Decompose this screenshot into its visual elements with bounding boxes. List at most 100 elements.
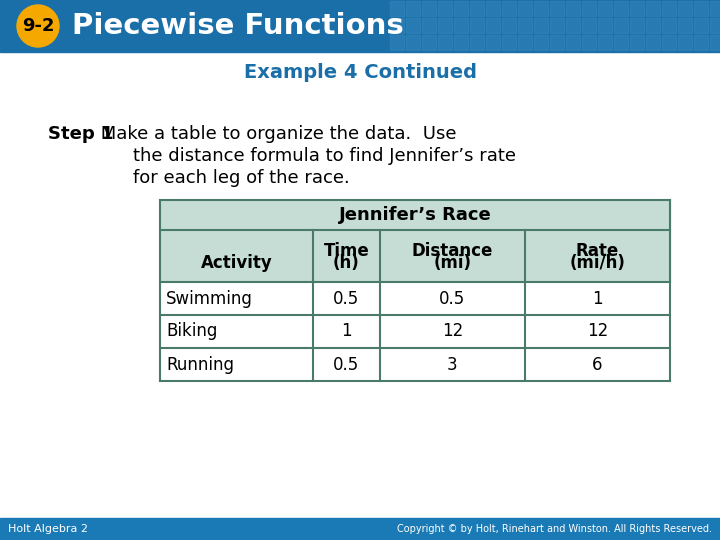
Bar <box>598 35 612 50</box>
Bar <box>160 315 670 348</box>
Text: 0.5: 0.5 <box>333 289 359 307</box>
Text: Biking: Biking <box>166 322 217 341</box>
Bar <box>646 18 660 33</box>
Bar <box>678 18 692 33</box>
Bar <box>614 18 628 33</box>
Text: Piecewise Functions: Piecewise Functions <box>72 12 404 40</box>
Bar <box>534 1 548 16</box>
Bar <box>630 18 644 33</box>
Bar <box>486 1 500 16</box>
Bar <box>614 35 628 50</box>
Bar <box>438 18 452 33</box>
Text: 0.5: 0.5 <box>439 289 466 307</box>
Text: 3: 3 <box>447 355 458 374</box>
Bar <box>502 35 516 50</box>
Bar <box>390 1 404 16</box>
Bar <box>614 1 628 16</box>
Bar <box>160 348 670 381</box>
Bar <box>694 18 708 33</box>
Bar <box>160 200 670 230</box>
Text: Distance: Distance <box>412 242 493 260</box>
Bar <box>518 35 532 50</box>
Bar <box>160 230 670 282</box>
Bar <box>662 18 676 33</box>
Text: Rate: Rate <box>576 242 619 260</box>
Bar <box>566 1 580 16</box>
Bar <box>518 18 532 33</box>
Bar <box>486 35 500 50</box>
Text: (h): (h) <box>333 254 360 272</box>
Bar <box>454 35 468 50</box>
Bar <box>454 1 468 16</box>
Text: Swimming: Swimming <box>166 289 253 307</box>
Text: (mi): (mi) <box>433 254 472 272</box>
Text: 12: 12 <box>442 322 463 341</box>
Bar <box>598 18 612 33</box>
Bar <box>390 35 404 50</box>
Bar <box>406 35 420 50</box>
Bar <box>470 1 484 16</box>
Bar <box>550 18 564 33</box>
Bar <box>694 35 708 50</box>
Circle shape <box>17 5 59 47</box>
Bar <box>502 18 516 33</box>
Bar <box>454 18 468 33</box>
Text: 1: 1 <box>341 322 352 341</box>
Bar <box>582 18 596 33</box>
Bar <box>582 35 596 50</box>
Text: Activity: Activity <box>201 254 272 272</box>
Bar <box>0 518 720 540</box>
Text: 0.5: 0.5 <box>333 355 359 374</box>
Text: 6: 6 <box>593 355 603 374</box>
Text: (mi/h): (mi/h) <box>570 254 626 272</box>
Text: the distance formula to find Jennifer’s rate: the distance formula to find Jennifer’s … <box>133 147 516 165</box>
Bar <box>630 1 644 16</box>
Text: 1: 1 <box>592 289 603 307</box>
Bar <box>566 35 580 50</box>
Bar <box>550 1 564 16</box>
Bar <box>422 1 436 16</box>
Text: Step 1: Step 1 <box>48 125 114 143</box>
Bar <box>406 18 420 33</box>
Bar <box>710 35 720 50</box>
Text: Holt Algebra 2: Holt Algebra 2 <box>8 524 88 534</box>
Bar <box>598 1 612 16</box>
Text: Jennifer’s Race: Jennifer’s Race <box>338 206 491 224</box>
Text: Time: Time <box>323 242 369 260</box>
Text: 9-2: 9-2 <box>22 17 54 35</box>
Bar <box>662 35 676 50</box>
Bar <box>710 1 720 16</box>
Bar <box>678 35 692 50</box>
Bar <box>662 1 676 16</box>
Bar <box>518 1 532 16</box>
Bar <box>630 35 644 50</box>
Bar <box>646 35 660 50</box>
Bar <box>710 18 720 33</box>
Bar <box>694 1 708 16</box>
Bar <box>390 18 404 33</box>
Text: 12: 12 <box>587 322 608 341</box>
Bar <box>582 1 596 16</box>
Text: Copyright © by Holt, Rinehart and Winston. All Rights Reserved.: Copyright © by Holt, Rinehart and Winsto… <box>397 524 712 534</box>
Bar <box>470 35 484 50</box>
Text: Make a table to organize the data.  Use: Make a table to organize the data. Use <box>95 125 456 143</box>
Text: Running: Running <box>166 355 234 374</box>
Bar <box>422 35 436 50</box>
Bar <box>678 1 692 16</box>
Text: Example 4 Continued: Example 4 Continued <box>243 63 477 82</box>
Bar <box>486 18 500 33</box>
Bar <box>534 18 548 33</box>
Bar <box>0 0 720 52</box>
Bar <box>550 35 564 50</box>
Bar <box>502 1 516 16</box>
Bar <box>422 18 436 33</box>
Text: for each leg of the race.: for each leg of the race. <box>133 169 350 187</box>
Bar <box>470 18 484 33</box>
Bar <box>646 1 660 16</box>
Bar <box>160 282 670 315</box>
Bar <box>438 1 452 16</box>
Bar <box>566 18 580 33</box>
Bar <box>406 1 420 16</box>
Bar <box>534 35 548 50</box>
Bar <box>438 35 452 50</box>
